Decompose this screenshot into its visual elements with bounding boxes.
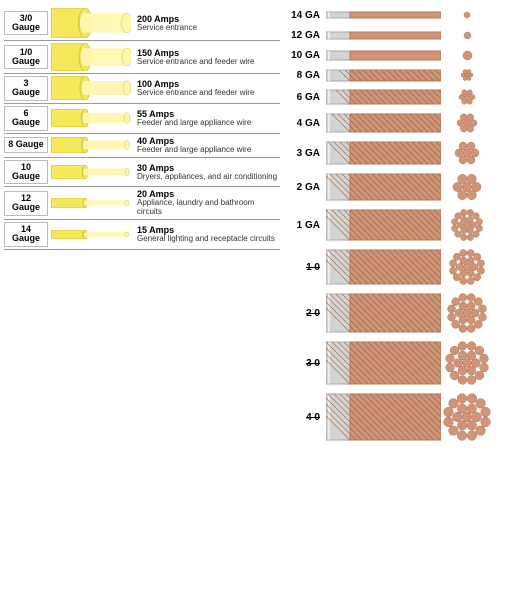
ga-label: 4 GA bbox=[280, 118, 326, 129]
gauge-label: 6Gauge bbox=[4, 106, 48, 131]
wire-spec-text: 55 Amps Feeder and large appliance wire bbox=[131, 109, 280, 128]
cable-illustration bbox=[326, 341, 441, 385]
cross-section-icon bbox=[441, 111, 493, 135]
desc-label: Service entrance and feeder wire bbox=[137, 58, 280, 67]
ga-label: 1 0 bbox=[280, 262, 326, 273]
wire-spec-text: 150 Amps Service entrance and feeder wir… bbox=[131, 48, 280, 67]
cable-gauge-row: 1 GA bbox=[280, 206, 501, 244]
cable-gauge-row: 4 GA bbox=[280, 110, 501, 136]
wire-spec-text: 200 Amps Service entrance bbox=[131, 14, 280, 33]
cross-section-icon bbox=[441, 247, 493, 287]
cable-gauge-row: 4 0 bbox=[280, 390, 501, 444]
gauge-label: 3/0Gauge bbox=[4, 11, 48, 36]
cross-section-icon bbox=[441, 49, 493, 62]
ga-label: 1 GA bbox=[280, 220, 326, 231]
wire-illustration bbox=[51, 165, 131, 179]
wire-spec-text: 30 Amps Dryers, appliances, and air cond… bbox=[131, 163, 280, 182]
cable-illustration bbox=[326, 113, 441, 133]
wire-illustration bbox=[51, 137, 131, 153]
cross-section-icon bbox=[441, 339, 493, 387]
gauge-label: 10 Gauge bbox=[4, 160, 48, 185]
wire-spec-text: 40 Amps Feeder and large appliance wire bbox=[131, 136, 280, 155]
wire-gauge-row: 1/0Gauge 150 Amps Service entrance and f… bbox=[4, 41, 280, 74]
cross-section-icon bbox=[441, 391, 493, 443]
gauge-label: 12 Gauge bbox=[4, 191, 48, 216]
cross-section-icon bbox=[441, 291, 493, 335]
cross-section-icon bbox=[441, 87, 493, 107]
desc-label: Dryers, appliances, and air conditioning bbox=[137, 173, 280, 182]
cable-illustration bbox=[326, 173, 441, 201]
wire-illustration bbox=[51, 8, 131, 38]
wire-gauge-row: 3Gauge 100 Amps Service entrance and fee… bbox=[4, 74, 280, 104]
wire-gauge-row: 10 Gauge 30 Amps Dryers, appliances, and… bbox=[4, 158, 280, 188]
cable-illustration bbox=[326, 69, 441, 82]
cable-illustration bbox=[326, 249, 441, 285]
cable-illustration bbox=[326, 293, 441, 333]
cable-illustration bbox=[326, 393, 441, 441]
wire-spec-text: 15 Amps General lighting and receptacle … bbox=[131, 225, 280, 244]
wire-spec-text: 20 Amps Appliance, laundry and bathroom … bbox=[131, 189, 280, 217]
cross-section-icon bbox=[441, 171, 493, 203]
ga-label: 10 GA bbox=[280, 50, 326, 61]
wire-gauge-row: 8 Gauge 40 Amps Feeder and large applian… bbox=[4, 134, 280, 158]
cross-section-icon bbox=[441, 10, 493, 20]
cross-section-icon bbox=[441, 139, 493, 167]
wire-gauge-row: 12 Gauge 20 Amps Appliance, laundry and … bbox=[4, 187, 280, 220]
chart-container: 3/0Gauge 200 Amps Service entrance 1/0Ga… bbox=[0, 0, 505, 600]
cable-gauge-row: 3 GA bbox=[280, 138, 501, 168]
wire-illustration bbox=[51, 109, 131, 127]
desc-label: Appliance, laundry and bathroom circuits bbox=[137, 199, 280, 217]
gauge-label: 3Gauge bbox=[4, 76, 48, 101]
cross-section-icon bbox=[441, 207, 493, 243]
cable-illustration bbox=[326, 31, 441, 40]
ga-label: 3 0 bbox=[280, 358, 326, 369]
desc-label: Service entrance and feeder wire bbox=[137, 89, 280, 98]
cable-gauge-row: 1 0 bbox=[280, 246, 501, 288]
ga-label: 8 GA bbox=[280, 70, 326, 81]
cable-illustration bbox=[326, 11, 441, 19]
ga-label: 12 GA bbox=[280, 30, 326, 41]
wire-gauge-row: 6Gauge 55 Amps Feeder and large applianc… bbox=[4, 104, 280, 134]
wire-illustration bbox=[51, 198, 131, 208]
cable-gauge-row: 14 GA bbox=[280, 6, 501, 24]
cable-gauge-row: 8 GA bbox=[280, 66, 501, 84]
right-column: 14 GA 12 GA 10 GA 8 GA 6 GA 4 GA 3 GA 2 GA 1 GA 1… bbox=[280, 0, 505, 600]
ga-label: 6 GA bbox=[280, 92, 326, 103]
gauge-label: 1/0Gauge bbox=[4, 45, 48, 70]
cable-illustration bbox=[326, 89, 441, 105]
cable-gauge-row: 6 GA bbox=[280, 86, 501, 108]
wire-spec-text: 100 Amps Service entrance and feeder wir… bbox=[131, 79, 280, 98]
cable-illustration bbox=[326, 209, 441, 241]
wire-gauge-row: 3/0Gauge 200 Amps Service entrance bbox=[4, 6, 280, 41]
wire-illustration bbox=[51, 76, 131, 100]
ga-label: 2 0 bbox=[280, 308, 326, 319]
cable-gauge-row: 12 GA bbox=[280, 26, 501, 44]
cable-gauge-row: 2 GA bbox=[280, 170, 501, 204]
cross-section-icon bbox=[441, 67, 493, 83]
ga-label: 2 GA bbox=[280, 182, 326, 193]
ga-label: 14 GA bbox=[280, 10, 326, 21]
gauge-label: 14 Gauge bbox=[4, 222, 48, 247]
cable-gauge-row: 3 0 bbox=[280, 338, 501, 388]
cable-gauge-row: 2 0 bbox=[280, 290, 501, 336]
desc-label: Service entrance bbox=[137, 24, 280, 33]
wire-illustration bbox=[51, 230, 131, 239]
ga-label: 4 0 bbox=[280, 412, 326, 423]
cross-section-icon bbox=[441, 30, 493, 41]
wire-gauge-row: 14 Gauge 15 Amps General lighting and re… bbox=[4, 220, 280, 250]
cable-illustration bbox=[326, 141, 441, 165]
desc-label: General lighting and receptacle circuits bbox=[137, 235, 280, 244]
cable-illustration bbox=[326, 50, 441, 61]
cable-gauge-row: 10 GA bbox=[280, 46, 501, 64]
ga-label: 3 GA bbox=[280, 148, 326, 159]
left-column: 3/0Gauge 200 Amps Service entrance 1/0Ga… bbox=[0, 0, 280, 600]
gauge-label: 8 Gauge bbox=[4, 137, 48, 152]
desc-label: Feeder and large appliance wire bbox=[137, 119, 280, 128]
wire-illustration bbox=[51, 43, 131, 71]
desc-label: Feeder and large appliance wire bbox=[137, 146, 280, 155]
